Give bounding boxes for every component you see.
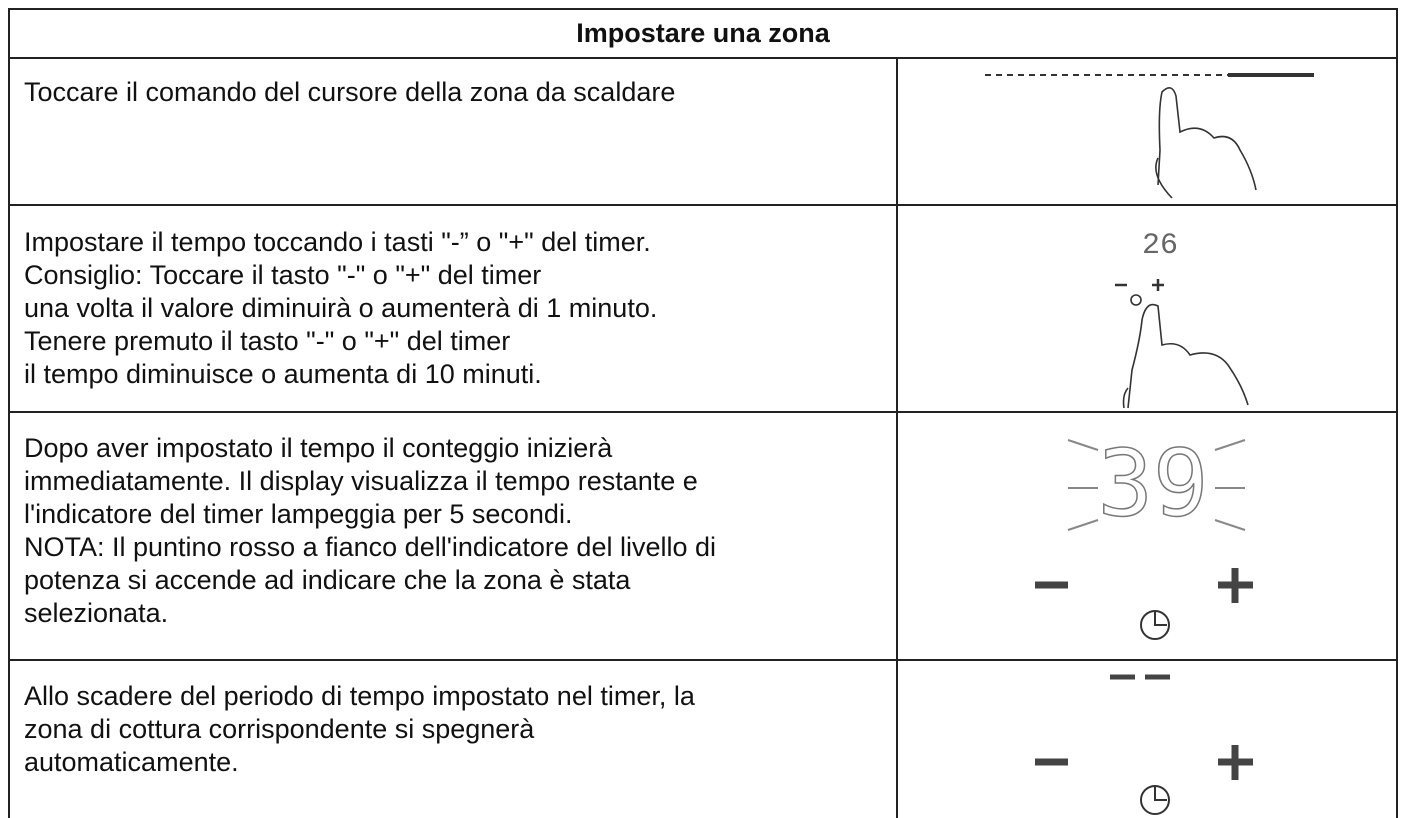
border bbox=[8, 204, 1398, 206]
display: 39 bbox=[1098, 430, 1209, 537]
cell-text: Consiglio: Toccare il tasto "-" o "+" de… bbox=[24, 260, 542, 290]
table-title: Impostare una zona bbox=[576, 18, 830, 48]
cell-text: potenza si accende ad indicare che la zo… bbox=[24, 565, 631, 595]
border bbox=[1396, 8, 1398, 818]
clock bbox=[1140, 610, 1170, 640]
plus bbox=[1218, 745, 1253, 780]
cell-text: l'indicatore del timer lampeggia per 5 s… bbox=[24, 499, 573, 529]
cell-text: una volta il valore diminuirà o aumenter… bbox=[24, 293, 658, 323]
cell-text: Tenere premuto il tasto "-" o "+" del ti… bbox=[24, 326, 511, 356]
cell-text: Allo scadere del periodo di tempo impost… bbox=[24, 681, 695, 711]
cell-text: selezionata. bbox=[24, 598, 169, 628]
display: 26 bbox=[1142, 229, 1178, 263]
cell-text: il tempo diminuisce o aumenta di 10 minu… bbox=[24, 359, 542, 389]
cell-text: NOTA: Il puntino rosso a fianco dell'ind… bbox=[24, 532, 717, 562]
clock bbox=[1154, 787, 1167, 801]
border bbox=[8, 8, 10, 818]
hand bbox=[1122, 303, 1249, 409]
hand bbox=[1155, 87, 1257, 199]
plus bbox=[1152, 279, 1164, 291]
blink-rays bbox=[1067, 439, 1246, 531]
cell-text: Toccare il comando del cursore della zon… bbox=[24, 77, 676, 107]
clock bbox=[1154, 612, 1167, 626]
clock bbox=[1140, 785, 1170, 815]
clock bbox=[1130, 294, 1142, 306]
cell-text: zona di cottura corrispondente si spegne… bbox=[24, 714, 535, 744]
border bbox=[8, 57, 1398, 59]
border bbox=[896, 58, 898, 818]
border bbox=[8, 411, 1398, 413]
plus bbox=[1218, 568, 1253, 603]
cell-text: Dopo aver impostato il tempo il conteggi… bbox=[24, 433, 613, 463]
cell-text: Impostare il tempo toccando i tasti "-” … bbox=[24, 227, 651, 257]
border bbox=[8, 659, 1398, 661]
cell-text: immediatamente. Il display visualizza il… bbox=[24, 466, 698, 496]
cell-text: automaticamente. bbox=[24, 747, 239, 777]
border bbox=[8, 8, 1398, 10]
